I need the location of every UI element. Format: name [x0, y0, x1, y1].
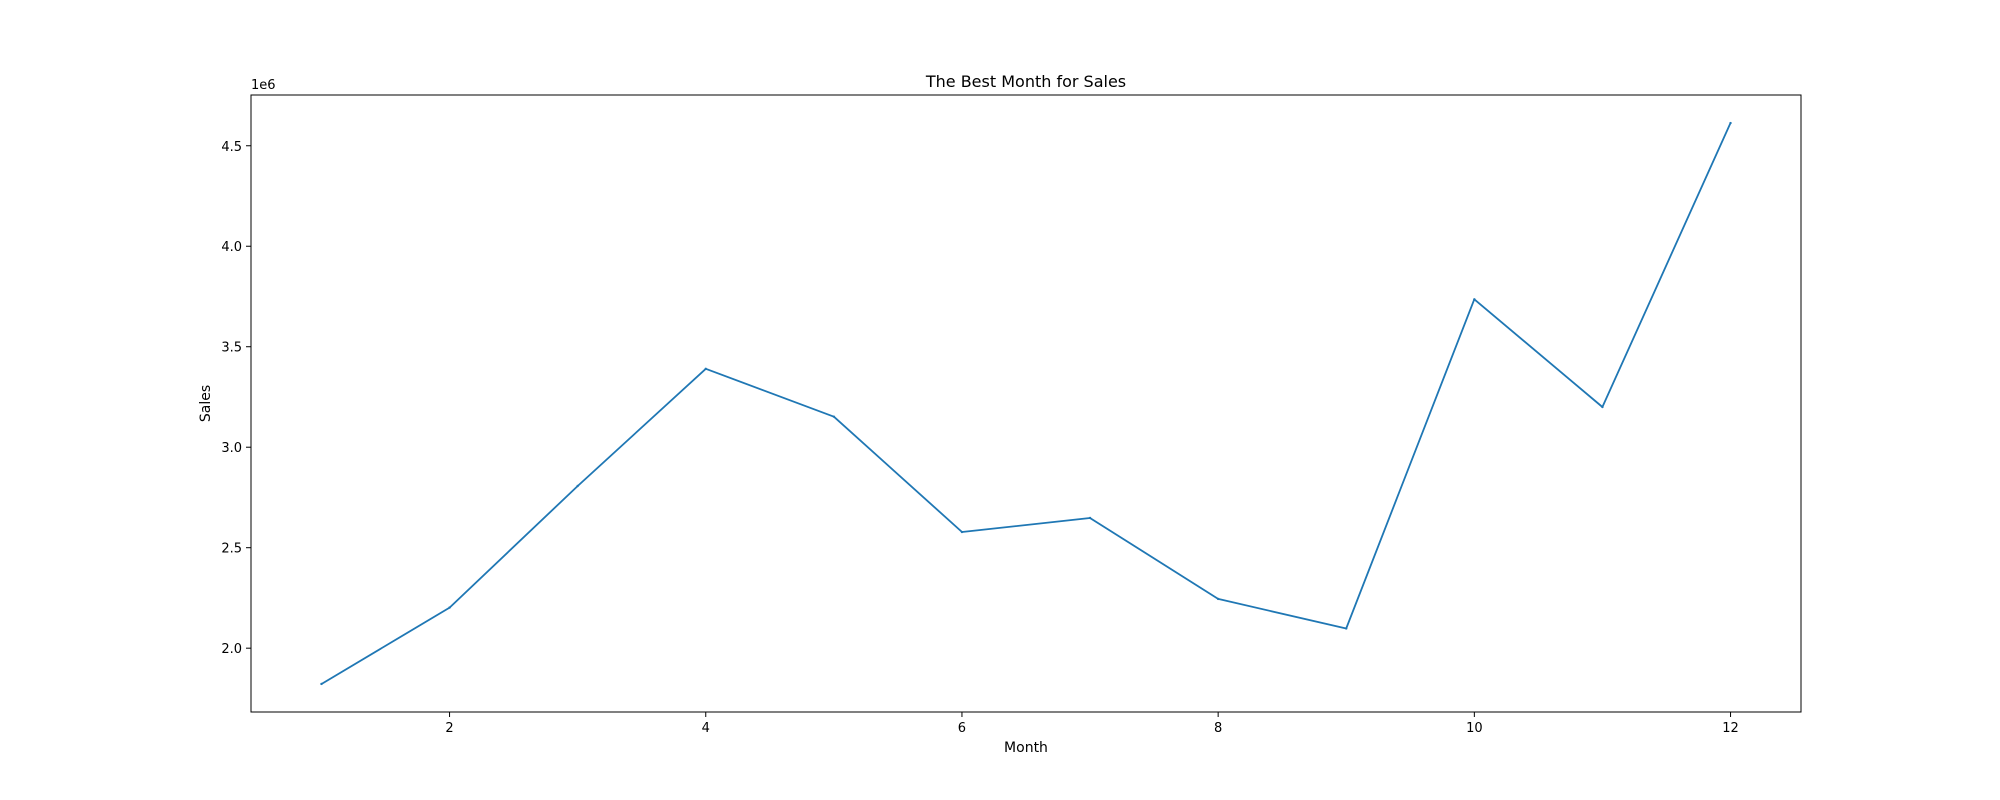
x-axis-label: Month — [1004, 740, 1048, 756]
data-point — [320, 682, 323, 686]
y-tick-label: 4.5 — [221, 140, 242, 155]
x-tick-label: 8 — [1214, 721, 1222, 736]
y-tick-label: 3.5 — [221, 341, 242, 356]
plot-area-frame — [250, 94, 1802, 713]
x-tick-label: 2 — [445, 721, 453, 736]
series-layer — [320, 121, 1732, 686]
data-point — [832, 415, 836, 418]
y-tick-label: 4.0 — [221, 240, 242, 255]
y-tick-label: 2.0 — [221, 642, 242, 657]
data-point — [1473, 298, 1476, 301]
y-axis-label: Sales — [198, 385, 214, 422]
y-axis-offset-text: 1e6 — [251, 78, 276, 93]
x-tick-label: 10 — [1466, 721, 1483, 736]
x-tick-label: 6 — [958, 721, 966, 736]
y-tick-label: 3.0 — [221, 441, 242, 456]
y-tick-label: 2.5 — [221, 542, 242, 557]
data-point — [1088, 516, 1092, 520]
data-point — [1216, 597, 1220, 601]
data-point — [960, 530, 964, 534]
x-tick-label: 4 — [702, 721, 710, 736]
x-axis-ticks: 2 4 6 8 10 12 — [445, 712, 1739, 736]
data-point — [576, 484, 579, 488]
data-point — [704, 367, 707, 371]
chart-title: The Best Month for Sales — [925, 72, 1126, 91]
sales-series-line — [321, 122, 1732, 685]
y-axis-ticks: 2.0 2.5 3.0 3.5 4.0 4.5 — [221, 140, 251, 657]
data-point — [448, 606, 451, 609]
x-tick-label: 12 — [1722, 721, 1739, 736]
data-point — [1601, 405, 1604, 409]
data-point — [1729, 121, 1732, 125]
data-point — [1345, 627, 1348, 630]
